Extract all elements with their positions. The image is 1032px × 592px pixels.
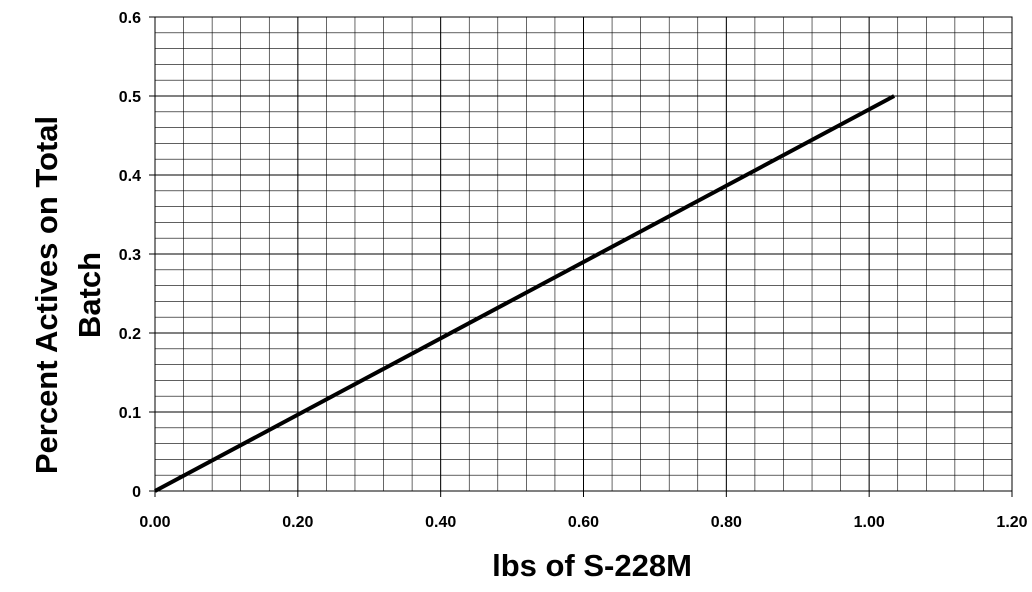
y-axis-tick-labels: 0 0.1 0.2 0.3 0.4 0.5 0.6 (119, 10, 141, 501)
x-tick-label: 0.80 (711, 514, 742, 531)
y-axis-title-line-1: Percent Actives on Total (29, 116, 64, 474)
x-axis-tick-labels: 0.00 0.20 0.40 0.60 0.80 1.00 1.20 (139, 514, 1027, 531)
y-tick-label: 0 (132, 484, 141, 501)
y-tick-label: 0.2 (119, 326, 141, 343)
y-tick-label: 0.6 (119, 10, 141, 27)
x-tick-label: 0.60 (568, 514, 599, 531)
y-tick-label: 0.5 (119, 89, 141, 106)
y-tick-label: 0.4 (119, 168, 141, 185)
y-tick-label: 0.1 (119, 405, 141, 422)
x-tick-label: 0.20 (282, 514, 313, 531)
y-axis-title-line-2: Batch (72, 252, 107, 338)
x-tick-label: 1.20 (996, 514, 1027, 531)
x-tick-label: 1.00 (854, 514, 885, 531)
x-axis-title: lbs of S-228M (492, 548, 692, 583)
series-layer (154, 94, 896, 493)
x-tick-label: 0.00 (139, 514, 170, 531)
y-tick-label: 0.3 (119, 247, 141, 264)
plot-area-frame (154, 16, 1013, 492)
x-tick-label: 0.40 (425, 514, 456, 531)
series-line-1 (154, 94, 896, 493)
